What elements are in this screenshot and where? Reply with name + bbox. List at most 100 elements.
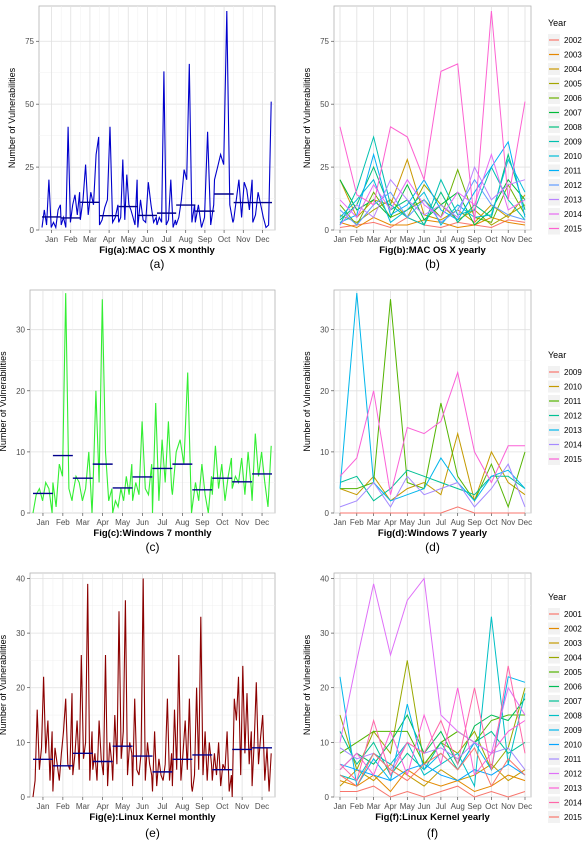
legend-entry: 2001 xyxy=(564,610,582,619)
legend: Year 2002 2003 2004 2005 2006 2007 2008 2009 2010… xyxy=(548,18,582,235)
series-line-2003 xyxy=(339,216,526,229)
y-tick-label: 40 xyxy=(320,574,329,583)
y-tick-label: 40 xyxy=(16,574,25,583)
x-tick-label: Oct xyxy=(218,235,231,244)
x-tick-label: Apr xyxy=(103,235,116,244)
chart-title: Fig(d):Windows 7 yearly xyxy=(378,528,488,539)
x-tick-label: Mar xyxy=(367,518,381,527)
x-tick-label: Dec xyxy=(255,518,269,527)
legend-entry: 2006 xyxy=(564,683,582,692)
legend-entry: 2007 xyxy=(564,697,582,706)
y-tick-label: 10 xyxy=(16,448,25,457)
chart-title: Fig(b):MAC OS X yearly xyxy=(379,245,486,256)
legend-entry: 2002 xyxy=(564,36,582,45)
x-tick-label: Jan xyxy=(45,235,58,244)
legend-entry: 2015 xyxy=(564,813,582,822)
series-line-2009 xyxy=(340,506,525,514)
y-tick-label: 30 xyxy=(16,326,25,335)
legend-entry: 2013 xyxy=(564,784,582,793)
legend: Year 2009 2010 2011 2012 2013 2014 2015 xyxy=(548,350,582,465)
legend-entry: 2007 xyxy=(564,109,582,118)
x-tick-label: Sep xyxy=(198,235,213,244)
legend-entry: 2010 xyxy=(564,383,582,392)
y-tick-label: 10 xyxy=(320,738,329,747)
legend-entry: 2013 xyxy=(564,196,582,205)
y-tick-label: 30 xyxy=(320,629,329,638)
x-tick-label: Mar xyxy=(76,518,90,527)
subfigure-caption: (c) xyxy=(146,540,160,554)
series-line-2012 xyxy=(339,577,526,755)
x-tick-label: Sep xyxy=(467,802,482,811)
legend-entry: 2010 xyxy=(564,152,582,161)
x-tick-label: May xyxy=(121,235,136,244)
chart-title: Fig(a):MAC OS X monthly xyxy=(99,245,215,256)
x-tick-label: Feb xyxy=(56,518,70,527)
legend-entry: 2008 xyxy=(564,123,582,132)
legend-title: Year xyxy=(548,18,566,28)
y-tick-label: 30 xyxy=(320,326,329,335)
x-tick-label: Feb xyxy=(56,802,70,811)
series-line-2015 xyxy=(339,370,525,495)
x-tick-label: Feb xyxy=(64,235,78,244)
series-line-2013 xyxy=(339,165,526,226)
legend-title: Year xyxy=(548,350,566,360)
x-tick-label: Jul xyxy=(157,802,167,811)
chart-title: Fig(e):Linux Kernel monthly xyxy=(89,812,216,823)
x-tick-label: Feb xyxy=(350,235,364,244)
x-tick-label: Apr xyxy=(96,518,109,527)
x-tick-label: Dec xyxy=(518,518,532,527)
x-tick-label: Jul xyxy=(161,235,171,244)
legend-entry: 2006 xyxy=(564,94,582,103)
x-tick-label: Nov xyxy=(501,802,515,811)
x-tick-label: Sep xyxy=(195,802,210,811)
x-tick-label: Apr xyxy=(384,518,397,527)
legend-entry: 2008 xyxy=(564,712,582,721)
x-tick-label: Oct xyxy=(485,518,498,527)
chart-b: 0 25 50 75 Jan Feb Mar Apr May Jun Jul Aug Sep Oct Nov… xyxy=(302,5,582,271)
legend-entry: 2009 xyxy=(564,726,582,735)
subfigure-caption: (e) xyxy=(145,826,160,840)
x-tick-label: Aug xyxy=(451,235,465,244)
plot-panel xyxy=(333,5,532,231)
legend-entry: 2012 xyxy=(564,181,582,190)
subfigure-caption: (a) xyxy=(150,257,165,271)
series-line-2002 xyxy=(339,216,526,229)
x-tick-label: Sep xyxy=(195,518,210,527)
x-tick-label: Nov xyxy=(235,518,249,527)
legend-entry: 2015 xyxy=(564,225,582,234)
y-tick-label: 20 xyxy=(320,387,329,396)
legend-entry: 2003 xyxy=(564,51,582,60)
x-tick-label: Feb xyxy=(350,802,364,811)
y-tick-label: 20 xyxy=(16,387,25,396)
x-tick-label: Aug xyxy=(451,802,465,811)
legend-entry: 2012 xyxy=(564,770,582,779)
series-line-2006 xyxy=(339,698,526,771)
x-tick-label: Oct xyxy=(485,235,498,244)
x-tick-label: Dec xyxy=(518,235,532,244)
chart-c: 0 10 20 30 Jan Feb Mar Apr May Jun Jul Aug Sep Oct Nov… xyxy=(0,289,276,554)
series-line-2010 xyxy=(339,431,526,503)
x-tick-label: Jun xyxy=(418,802,431,811)
legend-title: Year xyxy=(548,592,566,602)
legend-entry: 2015 xyxy=(564,455,582,464)
y-tick-label: 0 xyxy=(21,509,26,518)
y-axis-label: Number of Vulnerabilities xyxy=(302,351,312,452)
x-tick-label: Nov xyxy=(235,802,249,811)
y-axis-label: Number of Vulnerabilities xyxy=(0,634,8,735)
series-line-2014 xyxy=(339,152,526,219)
x-tick-label: Nov xyxy=(236,235,250,244)
x-tick-label: Aug xyxy=(179,235,193,244)
y-tick-label: 10 xyxy=(16,738,25,747)
legend-entry: 2011 xyxy=(564,397,582,406)
x-tick-label: Mar xyxy=(83,235,97,244)
y-tick-label: 75 xyxy=(320,37,329,46)
x-tick-label: Aug xyxy=(451,518,465,527)
x-tick-label: May xyxy=(115,518,130,527)
chart-e: 0 10 20 30 40 Jan Feb Mar Apr May Jun Jul Aug Sep Oct N… xyxy=(0,572,276,840)
x-tick-label: Jun xyxy=(141,235,154,244)
y-axis-label: Number of Vulnerabilities xyxy=(7,67,17,168)
legend-entry: 2009 xyxy=(564,368,582,377)
x-tick-label: Sep xyxy=(467,235,482,244)
